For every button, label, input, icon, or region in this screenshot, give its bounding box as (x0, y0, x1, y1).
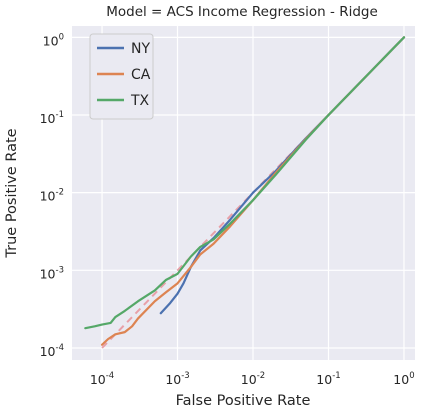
legend-label-ny: NY (131, 41, 150, 57)
plot-area (84, 36, 406, 349)
y-tick-label: 10-2 (40, 188, 64, 204)
chart-title: Model = ACS Income Regression - Ridge (106, 4, 378, 20)
y-tick-labels: 10-4 10-3 10-2 10-1 100 (40, 32, 64, 359)
x-tick-label: 10-2 (241, 371, 265, 387)
legend: NY CA TX (89, 33, 154, 120)
y-tick-label: 100 (43, 32, 64, 48)
legend-label-ca: CA (131, 67, 151, 83)
x-axis-label: False Positive Rate (176, 393, 311, 408)
y-axis-label: True Positive Rate (4, 128, 20, 258)
x-tick-label: 100 (393, 371, 414, 387)
x-tick-label: 10-1 (316, 371, 340, 387)
x-tick-label: 10-4 (90, 371, 114, 387)
y-tick-label: 10-1 (40, 110, 64, 126)
y-tick-label: 10-4 (40, 343, 64, 359)
legend-box (89, 33, 154, 120)
series-line-tx (84, 36, 406, 330)
x-tick-labels: 10-4 10-3 10-2 10-1 100 (90, 371, 415, 387)
x-tick-label: 10-3 (165, 371, 189, 387)
y-tick-label: 10-3 (40, 265, 64, 281)
legend-label-tx: TX (130, 93, 150, 109)
